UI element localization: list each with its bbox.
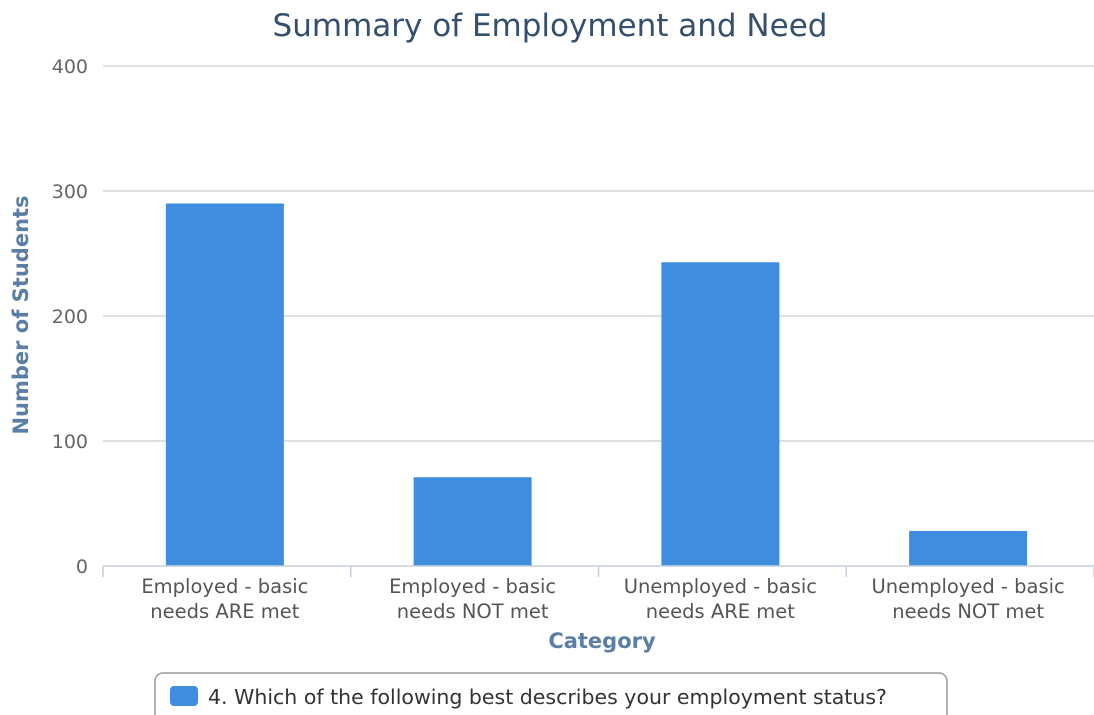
legend-box bbox=[154, 672, 948, 715]
x-tick-label: needs ARE met bbox=[150, 600, 299, 623]
legend[interactable]: 4. Which of the following best describes… bbox=[154, 672, 948, 715]
bar[interactable] bbox=[909, 531, 1028, 566]
legend-series-label: 4. Which of the following best describes… bbox=[208, 685, 887, 709]
x-axis-title: Category bbox=[548, 629, 656, 653]
x-tick-label: Employed - basic bbox=[141, 575, 308, 598]
y-tick-label: 400 bbox=[52, 56, 88, 78]
x-tick-label: Employed - basic bbox=[389, 575, 556, 598]
y-tick-label: 0 bbox=[76, 556, 88, 578]
x-tick-label: needs NOT met bbox=[397, 600, 549, 623]
bars bbox=[165, 203, 1028, 567]
x-tick-label: Unemployed - basic bbox=[871, 575, 1064, 598]
x-tick-label: Unemployed - basic bbox=[624, 575, 817, 598]
x-tick-label: needs NOT met bbox=[892, 600, 1044, 623]
bar[interactable] bbox=[413, 477, 532, 566]
bar[interactable] bbox=[165, 203, 284, 567]
legend-swatch bbox=[170, 686, 198, 706]
bar[interactable] bbox=[661, 262, 780, 566]
y-axis-ticks: 0 100 200 300 400 bbox=[52, 56, 88, 578]
chart-title: Summary of Employment and Need bbox=[273, 8, 828, 44]
y-tick-label: 100 bbox=[52, 431, 88, 453]
x-tick-label: needs ARE met bbox=[646, 600, 795, 623]
y-tick-label: 300 bbox=[52, 181, 88, 203]
y-axis-title: Number of Students bbox=[9, 195, 33, 434]
y-tick-label: 200 bbox=[52, 306, 88, 328]
